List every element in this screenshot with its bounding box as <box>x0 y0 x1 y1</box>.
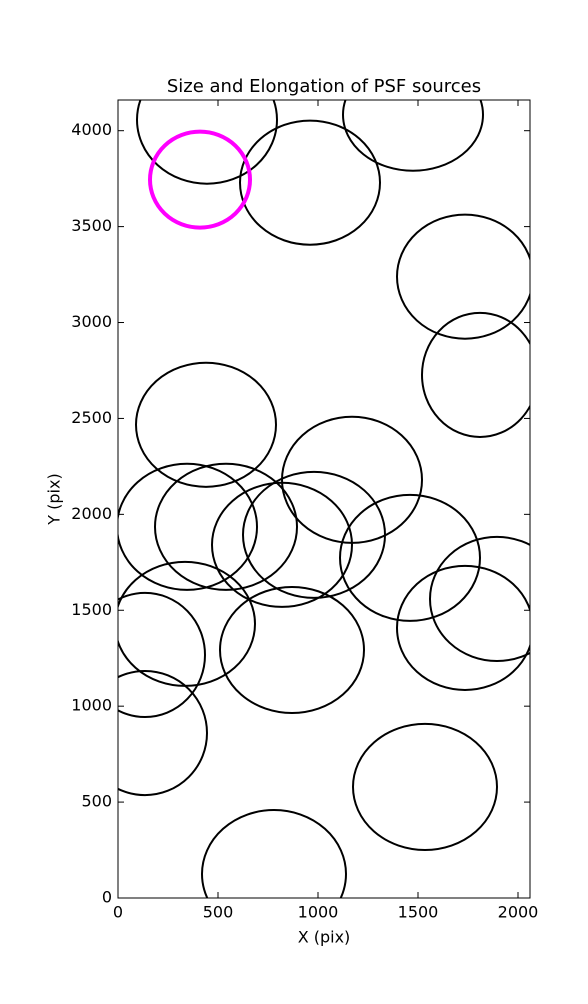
psf-ellipse <box>396 213 530 340</box>
x-axis-label: X (pix) <box>298 928 351 947</box>
x-tick-label: 1000 <box>298 903 339 922</box>
chart-title: Size and Elongation of PSF sources <box>167 76 481 97</box>
psf-ellipse <box>135 361 277 488</box>
psf-ellipse <box>429 535 530 662</box>
x-tick-label: 2000 <box>498 903 539 922</box>
y-tick-label: 1000 <box>71 696 112 715</box>
y-tick-label: 4000 <box>71 120 112 139</box>
psf-ellipse <box>219 585 365 714</box>
psf-ellipse <box>339 493 481 622</box>
psf-ellipse <box>242 470 386 599</box>
y-tick-label: 0 <box>102 888 112 907</box>
y-tick-label: 3500 <box>71 216 112 235</box>
psf-ellipse <box>352 722 498 851</box>
psf-ellipse <box>281 415 423 544</box>
plot-area <box>118 100 530 898</box>
x-tick-label: 500 <box>203 903 234 922</box>
psf-ellipse <box>136 100 278 185</box>
x-tick-label: 1500 <box>398 903 439 922</box>
psf-ellipse <box>396 564 530 691</box>
plot-frame <box>117 99 531 899</box>
y-axis-label: Y (pix) <box>45 473 64 525</box>
y-tick-label: 1500 <box>71 600 112 619</box>
psf-ellipse <box>118 591 206 718</box>
psf-ellipse <box>118 462 258 591</box>
y-tick-label: 2000 <box>71 504 112 523</box>
psf-ellipse <box>239 119 381 246</box>
psf-ellipse <box>118 560 256 687</box>
y-tick-label: 3000 <box>71 312 112 331</box>
psf-ellipse <box>421 311 530 438</box>
psf-ellipse <box>342 100 484 172</box>
y-tick-label: 500 <box>81 792 112 811</box>
psf-ellipse <box>118 669 208 797</box>
psf-ellipse <box>154 462 298 591</box>
psf-ellipse <box>201 809 347 898</box>
x-tick-label: 0 <box>113 903 123 922</box>
y-tick-label: 2500 <box>71 408 112 427</box>
psf-ellipse <box>148 129 252 230</box>
